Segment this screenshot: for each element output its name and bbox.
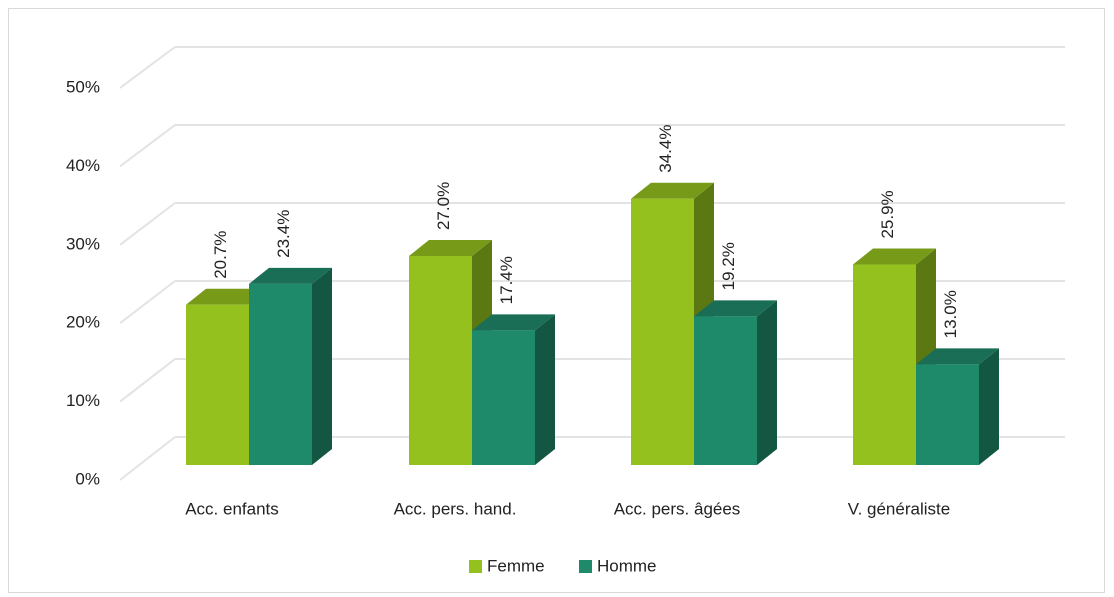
bar-side <box>979 348 999 465</box>
y-tick-label: 40% <box>66 156 100 175</box>
bar-top <box>631 182 714 199</box>
grid-slant <box>119 280 176 324</box>
bar-side <box>535 314 555 465</box>
bar-top <box>694 300 777 317</box>
data-label: 27.0% <box>434 182 453 230</box>
bar <box>694 316 757 465</box>
data-label: 23.4% <box>274 210 293 258</box>
x-tick-label: Acc. pers. âgées <box>614 499 741 518</box>
data-label: 19.2% <box>719 242 738 290</box>
x-tick-label: Acc. enfants <box>185 499 279 518</box>
data-label: 17.4% <box>497 256 516 304</box>
data-label: 20.7% <box>211 231 230 279</box>
bar <box>186 304 249 465</box>
y-tick-label: 30% <box>66 234 100 253</box>
y-tick-label: 10% <box>66 391 100 410</box>
bar-top <box>249 267 332 284</box>
legend-swatch <box>579 560 592 573</box>
bar <box>631 198 694 465</box>
y-tick-label: 20% <box>66 313 100 332</box>
grid-slant <box>119 358 176 403</box>
x-tick-label: Acc. pers. hand. <box>394 499 517 518</box>
bar <box>916 364 979 465</box>
grid-slant <box>119 436 176 481</box>
bar-top <box>472 314 555 331</box>
bar <box>472 330 535 465</box>
data-label: 34.4% <box>656 125 675 173</box>
legend-label: Homme <box>597 556 657 575</box>
legend-swatch <box>469 560 482 573</box>
bar-top <box>186 288 269 305</box>
grid-slant <box>119 46 176 89</box>
grid-slant <box>119 124 176 168</box>
y-tick-label: 50% <box>66 77 100 96</box>
bar-top <box>853 248 936 265</box>
bar <box>409 256 472 465</box>
bar-top <box>409 240 492 257</box>
y-tick-label: 0% <box>75 469 100 488</box>
bar <box>853 264 916 465</box>
data-label: 25.9% <box>878 190 897 238</box>
bar-side <box>757 300 777 465</box>
grid-slant <box>119 202 176 246</box>
x-tick-label: V. généraliste <box>848 499 950 518</box>
legend-label: Femme <box>487 556 545 575</box>
data-label: 13.0% <box>941 290 960 338</box>
bar-top <box>916 348 999 365</box>
bar-side <box>312 267 332 465</box>
bar <box>249 283 312 465</box>
